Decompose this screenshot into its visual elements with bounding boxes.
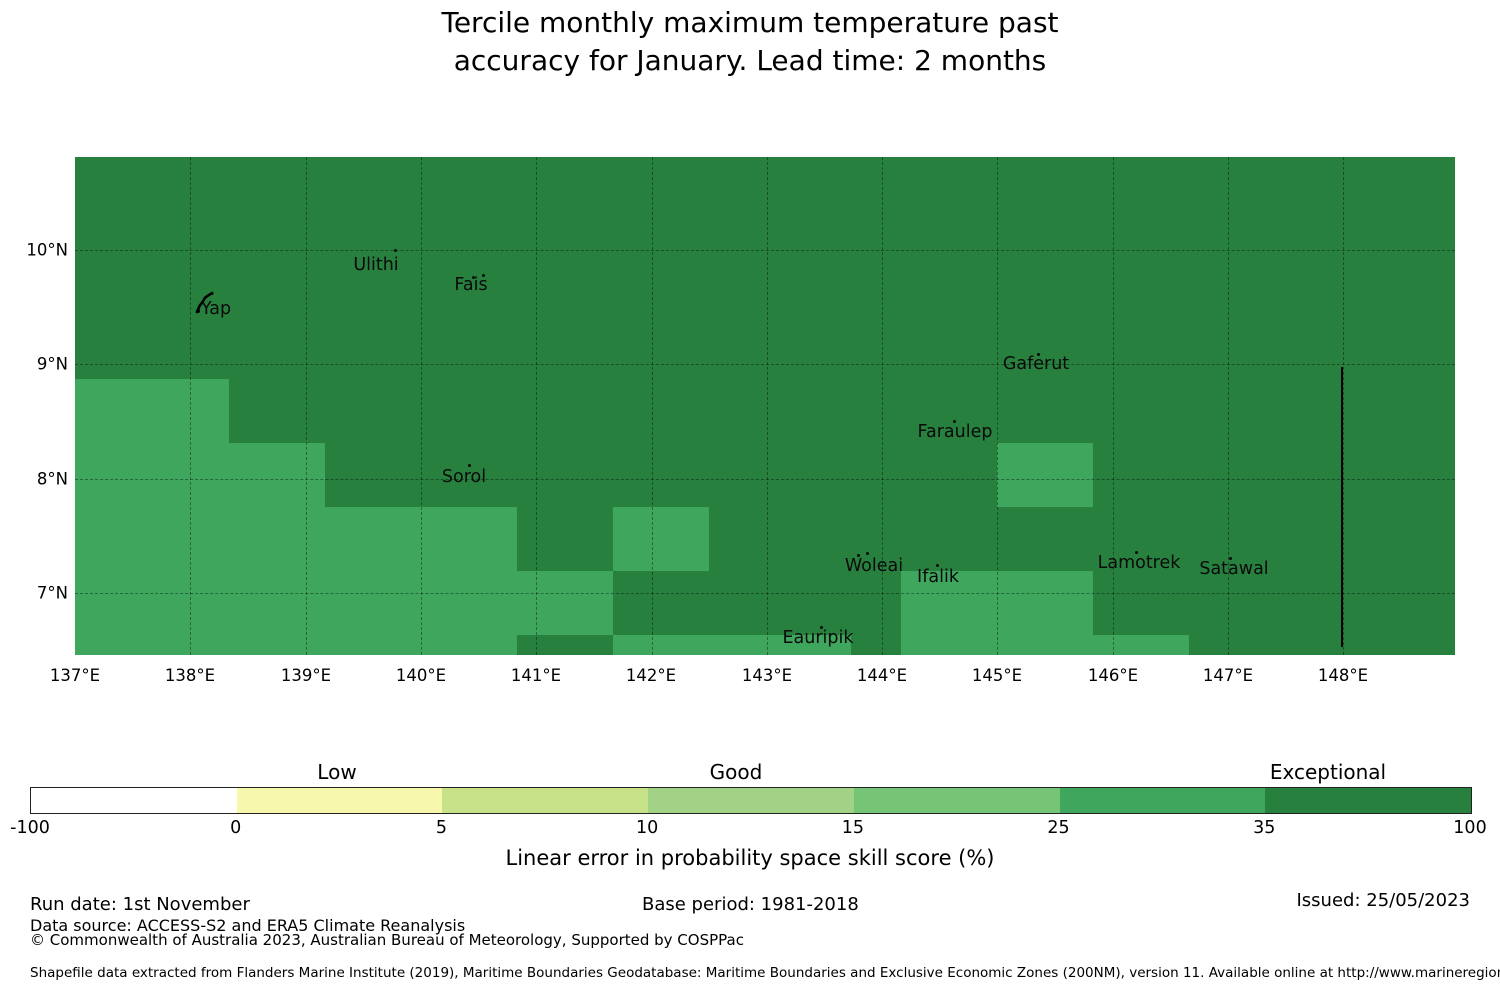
grid-line-horizontal <box>75 593 1455 594</box>
chart-title: Tercile monthly maximum temperature past… <box>0 4 1500 80</box>
grid-line-vertical <box>766 157 768 655</box>
grid-line-horizontal <box>75 479 1455 480</box>
island-dot <box>468 464 471 467</box>
skill-25-35-patch <box>75 571 613 635</box>
skill-25-35-patch <box>613 635 851 655</box>
eez-boundary-line <box>1341 367 1343 647</box>
island-dot <box>482 274 485 277</box>
grid-line-vertical <box>882 157 884 655</box>
skill-25-35-patch <box>75 635 517 655</box>
map-plot: Yap Ulithi Fais Sorol Gaferut Faraulep Woleai I… <box>75 157 1455 655</box>
grid-line-vertical <box>1112 157 1114 655</box>
lat-tick-label: 10°N <box>26 240 68 260</box>
island-label: Satawal <box>1199 559 1269 579</box>
grid-line-vertical <box>1343 157 1345 655</box>
colorbar-segment <box>648 788 854 813</box>
lon-tick-label: 141°E <box>510 666 562 685</box>
grid-line-vertical <box>997 157 999 655</box>
island-dot <box>1037 353 1040 356</box>
island-dot <box>936 564 939 567</box>
colorbar-segment <box>236 788 443 813</box>
island-label: Ulithi <box>353 255 399 275</box>
grid-line-vertical <box>536 157 538 655</box>
lon-tick-label: 145°E <box>971 666 1023 685</box>
skill-25-35-patch <box>901 571 1093 635</box>
skill-25-35-patch <box>901 635 1189 655</box>
colorbar-category-label: Good <box>709 760 763 784</box>
colorbar-tick-label: 25 <box>1047 818 1070 838</box>
island-label: Gaferut <box>1002 354 1070 374</box>
lat-tick-label: 7°N <box>36 583 68 603</box>
lon-tick-label: 140°E <box>395 666 447 685</box>
island-label: Faraulep <box>917 422 993 442</box>
island-dot <box>857 554 860 557</box>
lon-tick-label: 147°E <box>1202 666 1254 685</box>
island-dot <box>1229 557 1232 560</box>
grid-line-horizontal <box>75 250 1455 251</box>
lon-tick-label: 139°E <box>280 666 332 685</box>
colorbar-tick-label: 15 <box>841 818 864 838</box>
colorbar-segment <box>1059 788 1266 813</box>
skill-25-35-patch <box>997 443 1093 507</box>
grid-line-horizontal <box>75 364 1455 365</box>
colorbar-tick-label: 10 <box>636 818 659 838</box>
footer-data-source: Data source: ACCESS-S2 and ERA5 Climate … <box>30 916 466 935</box>
footer-issued: Issued: 25/05/2023 <box>1296 890 1470 911</box>
footer-shapefile-attribution: Shapefile data extracted from Flanders M… <box>30 965 1500 981</box>
chart-title-line2: accuracy for January. Lead time: 2 month… <box>453 44 1047 77</box>
island-label: Fais <box>454 275 488 295</box>
lon-tick-label: 146°E <box>1087 666 1139 685</box>
colorbar <box>30 787 1472 814</box>
colorbar-category-label: Exceptional <box>1269 760 1387 784</box>
colorbar-segment <box>853 788 1060 813</box>
grid-line-vertical <box>1228 157 1229 655</box>
colorbar-segment <box>31 788 237 813</box>
colorbar-segment <box>442 788 649 813</box>
island-label: Eauripik <box>782 628 854 648</box>
lat-tick-label: 8°N <box>36 469 68 489</box>
island-label: Ifalik <box>917 567 959 587</box>
skill-25-35-patch <box>75 507 517 571</box>
skill-25-35-patch <box>75 443 325 507</box>
island-label: Lamotrek <box>1097 553 1181 573</box>
island-dot <box>820 626 823 629</box>
island-label: Sorol <box>441 467 487 487</box>
colorbar-tick-label: 100 <box>1453 818 1487 838</box>
island-dot <box>1135 551 1138 554</box>
lat-tick-label: 9°N <box>36 354 68 374</box>
skill-25-35-patch <box>75 379 229 443</box>
footer-run-date: Run date: 1st November <box>30 894 250 915</box>
lon-tick-label: 148°E <box>1317 666 1369 685</box>
footer-copyright: © Commonwealth of Australia 2023, Austra… <box>30 931 744 949</box>
lon-tick-label: 144°E <box>856 666 908 685</box>
colorbar-tick-label: -100 <box>10 818 50 838</box>
lon-tick-label: 137°E <box>49 666 101 685</box>
footer-base-period: Base period: 1981-2018 <box>642 894 859 915</box>
yap-island-shape <box>193 290 219 316</box>
colorbar-tick-label: 0 <box>230 818 242 838</box>
grid-line-vertical <box>305 157 307 655</box>
grid-line-vertical <box>190 157 192 655</box>
colorbar-tick-label: 35 <box>1253 818 1276 838</box>
island-label: Woleai <box>844 556 904 576</box>
colorbar-axis-label: Linear error in probability space skill … <box>505 846 995 870</box>
island-dot <box>866 552 869 555</box>
island-dot <box>953 420 956 423</box>
lon-tick-label: 143°E <box>741 666 793 685</box>
grid-line-vertical <box>651 157 653 655</box>
grid-line-vertical <box>420 157 422 655</box>
island-label: Yap <box>200 299 232 319</box>
colorbar-segment <box>1265 788 1471 813</box>
skill-25-35-patch <box>613 507 709 571</box>
island-dot <box>472 276 475 279</box>
colorbar-category-label: Low <box>317 760 357 784</box>
lon-tick-label: 138°E <box>164 666 216 685</box>
colorbar-tick-label: 5 <box>435 818 447 838</box>
chart-title-line1: Tercile monthly maximum temperature past <box>441 6 1059 39</box>
lon-tick-label: 142°E <box>625 666 677 685</box>
island-dot <box>394 249 397 252</box>
